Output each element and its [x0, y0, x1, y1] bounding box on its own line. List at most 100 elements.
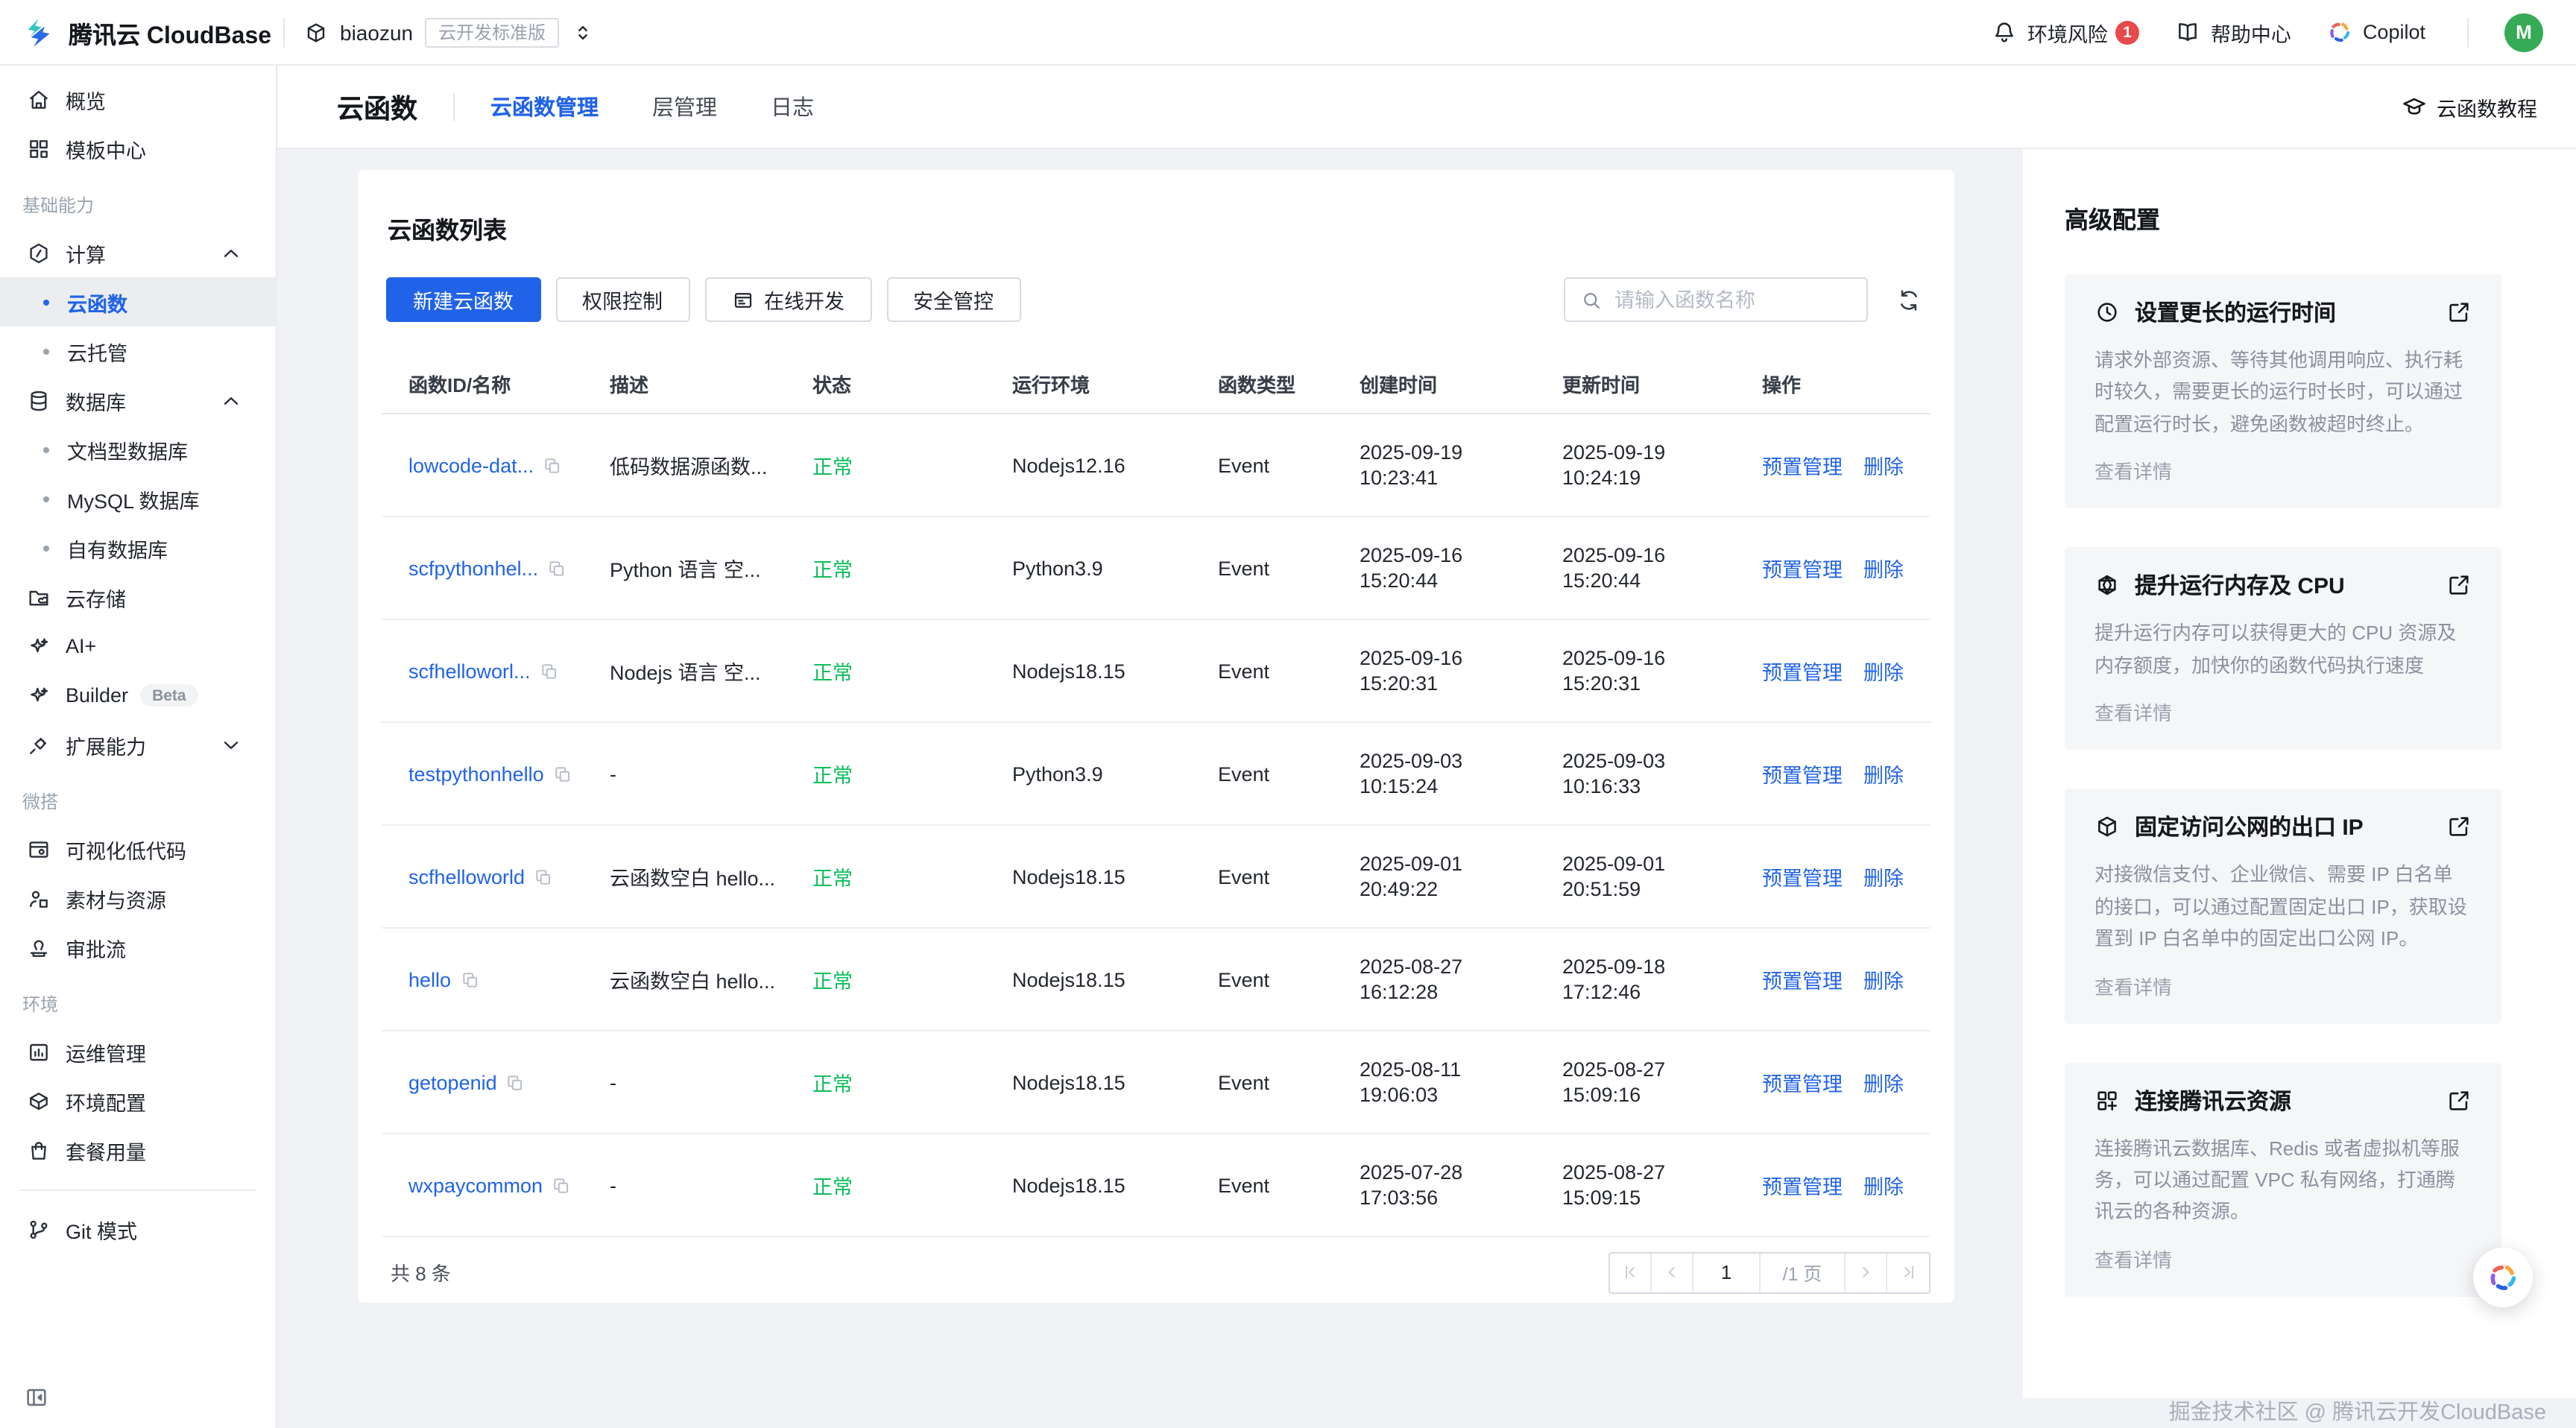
sidebar-item[interactable]: 扩展能力 — [0, 720, 276, 769]
preset-manage-link[interactable]: 预置管理 — [1762, 868, 1843, 890]
config-card-title: 提升运行内存及 CPU — [2135, 574, 2345, 600]
delete-link[interactable]: 删除 — [1863, 970, 1904, 993]
last-page-button[interactable] — [1887, 1253, 1929, 1292]
external-link-icon[interactable] — [2446, 300, 2472, 325]
config-card-body: 连接腾讯云数据库、Redis 或者虚拟机等服务，可以通过配置 VPC 私有网络，… — [2094, 1137, 2460, 1223]
book-icon — [2175, 19, 2200, 45]
copy-icon[interactable] — [506, 1072, 525, 1092]
sidebar-item-icon — [27, 585, 51, 609]
next-page-button[interactable] — [1846, 1253, 1887, 1292]
sidebar-item-icon — [27, 837, 51, 861]
description-cell: - — [610, 1071, 616, 1093]
search-input[interactable] — [1614, 288, 1852, 311]
function-name-link[interactable]: lowcode-dat... — [408, 454, 534, 476]
function-name-link[interactable]: wxpaycommon — [408, 1174, 543, 1196]
permission-control-button[interactable]: 权限控制 — [555, 277, 689, 322]
preset-manage-link[interactable]: 预置管理 — [1762, 765, 1843, 787]
preset-manage-link[interactable]: 预置管理 — [1762, 456, 1843, 478]
sidebar-item[interactable]: 套餐用量 — [0, 1125, 276, 1175]
sidebar-item[interactable]: 文档型数据库 — [0, 425, 276, 474]
cloudbase-logo[interactable]: 腾讯云 CloudBase — [0, 14, 277, 50]
view-details-link[interactable]: 查看详情 — [2094, 702, 2173, 725]
first-page-button[interactable] — [1610, 1253, 1652, 1292]
copy-icon[interactable] — [547, 558, 566, 578]
sidebar-item[interactable]: 云托管 — [0, 326, 276, 376]
delete-link[interactable]: 删除 — [1863, 662, 1904, 684]
status-badge: 正常 — [812, 868, 853, 890]
delete-link[interactable]: 删除 — [1863, 868, 1904, 890]
delete-link[interactable]: 删除 — [1863, 559, 1904, 581]
sidebar-item[interactable]: 云存储 — [0, 572, 276, 622]
copy-icon[interactable] — [534, 867, 553, 886]
create-function-button[interactable]: 新建云函数 — [386, 277, 540, 322]
external-link-icon[interactable] — [2446, 573, 2472, 598]
sidebar-item[interactable]: MySQL 数据库 — [0, 474, 276, 523]
sidebar-item[interactable]: 计算 — [0, 228, 276, 277]
sidebar-item[interactable]: 云函数 — [0, 277, 276, 326]
copy-icon[interactable] — [552, 1175, 571, 1195]
runtime-cell: Nodejs18.15 — [1012, 968, 1126, 991]
sidebar-item[interactable]: 素材与资源 — [0, 873, 276, 923]
external-link-icon[interactable] — [2446, 1087, 2472, 1113]
external-link-icon[interactable] — [2446, 814, 2472, 839]
function-name-link[interactable]: hello — [408, 968, 452, 991]
sidebar-item[interactable]: 审批流 — [0, 923, 276, 972]
delete-link[interactable]: 删除 — [1863, 1073, 1904, 1096]
copy-icon[interactable] — [460, 970, 479, 989]
preset-manage-link[interactable]: 预置管理 — [1762, 970, 1843, 993]
sidebar-item[interactable]: 可视化低代码 — [0, 824, 276, 873]
function-name-link[interactable]: getopenid — [408, 1071, 497, 1093]
view-details-link[interactable]: 查看详情 — [2094, 461, 2173, 484]
tab[interactable]: 日志 — [771, 97, 814, 121]
sidebar-item[interactable]: 数据库 — [0, 376, 276, 425]
sidebar-collapse-icon[interactable] — [24, 1385, 49, 1410]
sidebar-item[interactable]: Git 模式 — [0, 1204, 276, 1254]
help-center-button[interactable]: 帮助中心 — [2175, 17, 2291, 47]
copy-icon[interactable] — [543, 455, 562, 475]
sidebar-item-icon — [27, 935, 51, 959]
copilot-floating-button[interactable] — [2473, 1248, 2533, 1307]
refresh-icon — [1895, 287, 1921, 312]
preset-manage-link[interactable]: 预置管理 — [1762, 1073, 1843, 1096]
tab[interactable]: 层管理 — [652, 97, 717, 121]
view-details-link[interactable]: 查看详情 — [2094, 1248, 2173, 1271]
sidebar-item[interactable]: 自有数据库 — [0, 523, 276, 572]
sidebar-item[interactable]: 环境配置 — [0, 1076, 276, 1125]
delete-link[interactable]: 删除 — [1863, 456, 1904, 478]
graduation-cap-icon — [2401, 94, 2426, 119]
sidebar-item-icon — [27, 733, 51, 756]
copy-icon[interactable] — [553, 764, 572, 783]
copilot-button[interactable]: Copilot — [2327, 19, 2425, 45]
function-name-link[interactable]: scfhelloworld — [408, 865, 525, 888]
online-dev-button[interactable]: 在线开发 — [704, 277, 871, 322]
prev-page-button[interactable] — [1652, 1253, 1693, 1292]
status-badge: 正常 — [812, 765, 853, 787]
function-name-link[interactable]: testpythonhello — [408, 762, 544, 785]
status-badge: 正常 — [812, 1073, 853, 1096]
avatar[interactable]: M — [2504, 13, 2543, 51]
preset-manage-link[interactable]: 预置管理 — [1762, 559, 1843, 581]
delete-link[interactable]: 删除 — [1863, 1176, 1904, 1198]
env-selector[interactable]: biaozun 云开发标准版 — [304, 17, 595, 47]
view-details-link[interactable]: 查看详情 — [2094, 976, 2173, 998]
sidebar-item[interactable]: 概览 — [0, 75, 276, 124]
env-risk-button[interactable]: 环境风险 1 — [1992, 17, 2139, 47]
delete-link[interactable]: 删除 — [1863, 765, 1904, 787]
function-name-link[interactable]: scfpythonhel... — [408, 557, 539, 579]
copilot-label: Copilot — [2362, 21, 2425, 43]
tab[interactable]: 云函数管理 — [490, 97, 599, 121]
sidebar-item[interactable]: AI+ — [0, 622, 276, 671]
sidebar-item[interactable]: 模板中心 — [0, 124, 276, 173]
env-name: biaozun — [340, 20, 414, 44]
preset-manage-link[interactable]: 预置管理 — [1762, 662, 1843, 684]
function-name-link[interactable]: scfhelloworl... — [408, 660, 531, 682]
type-cell: Event — [1218, 865, 1270, 888]
tutorial-link[interactable]: 云函数教程 — [2401, 92, 2537, 121]
sidebar-item[interactable]: 运维管理 — [0, 1027, 276, 1076]
refresh-button[interactable] — [1886, 277, 1931, 322]
sidebar-item[interactable]: Builder Beta — [0, 671, 276, 720]
preset-manage-link[interactable]: 预置管理 — [1762, 1176, 1843, 1198]
page-number-input[interactable]: 1 — [1693, 1253, 1761, 1292]
copy-icon[interactable] — [540, 661, 559, 680]
security-control-button[interactable]: 安全管控 — [886, 277, 1020, 322]
